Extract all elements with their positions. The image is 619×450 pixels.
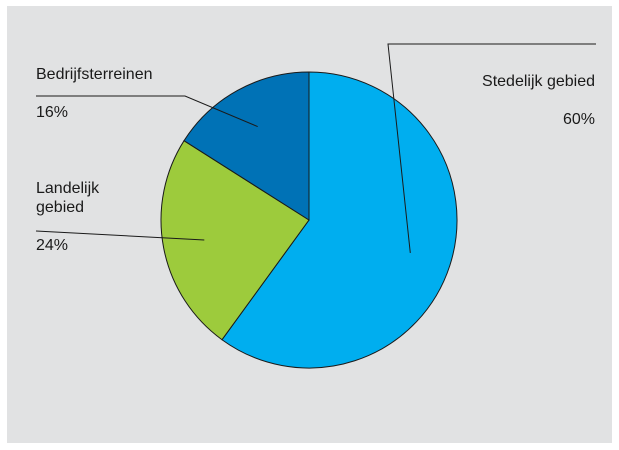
- leader-line-landelijk-gebied: [35, 230, 205, 241]
- leader-line-bedrijfsterreinen: [36, 95, 258, 128]
- slice-percent-bedrijfsterreinen: 16%: [36, 104, 69, 121]
- pie-slice-stedelijk-gebied: [221, 71, 458, 369]
- slice-name-bedrijfsterreinen: Bedrijfsterreinen: [36, 66, 153, 83]
- leader-lines: [35, 43, 596, 253]
- slice-label-landelijk-gebied: Landelijk gebied 24%: [36, 160, 99, 255]
- pie-slices: [160, 71, 458, 369]
- slice-label-bedrijfsterreinen: Bedrijfsterreinen 16%: [36, 46, 153, 122]
- slice-percent-stedelijk-gebied: 60%: [562, 111, 595, 128]
- slice-percent-landelijk-gebied: 24%: [36, 237, 69, 254]
- pie-slice-landelijk-gebied: [160, 140, 310, 341]
- leader-line-stedelijk-gebied: [387, 43, 596, 253]
- slice-name-landelijk-gebied: Landelijk gebied: [36, 180, 100, 216]
- slice-label-stedelijk-gebied: Stedelijk gebied 60%: [482, 53, 595, 129]
- slice-name-stedelijk-gebied: Stedelijk gebied: [482, 73, 595, 90]
